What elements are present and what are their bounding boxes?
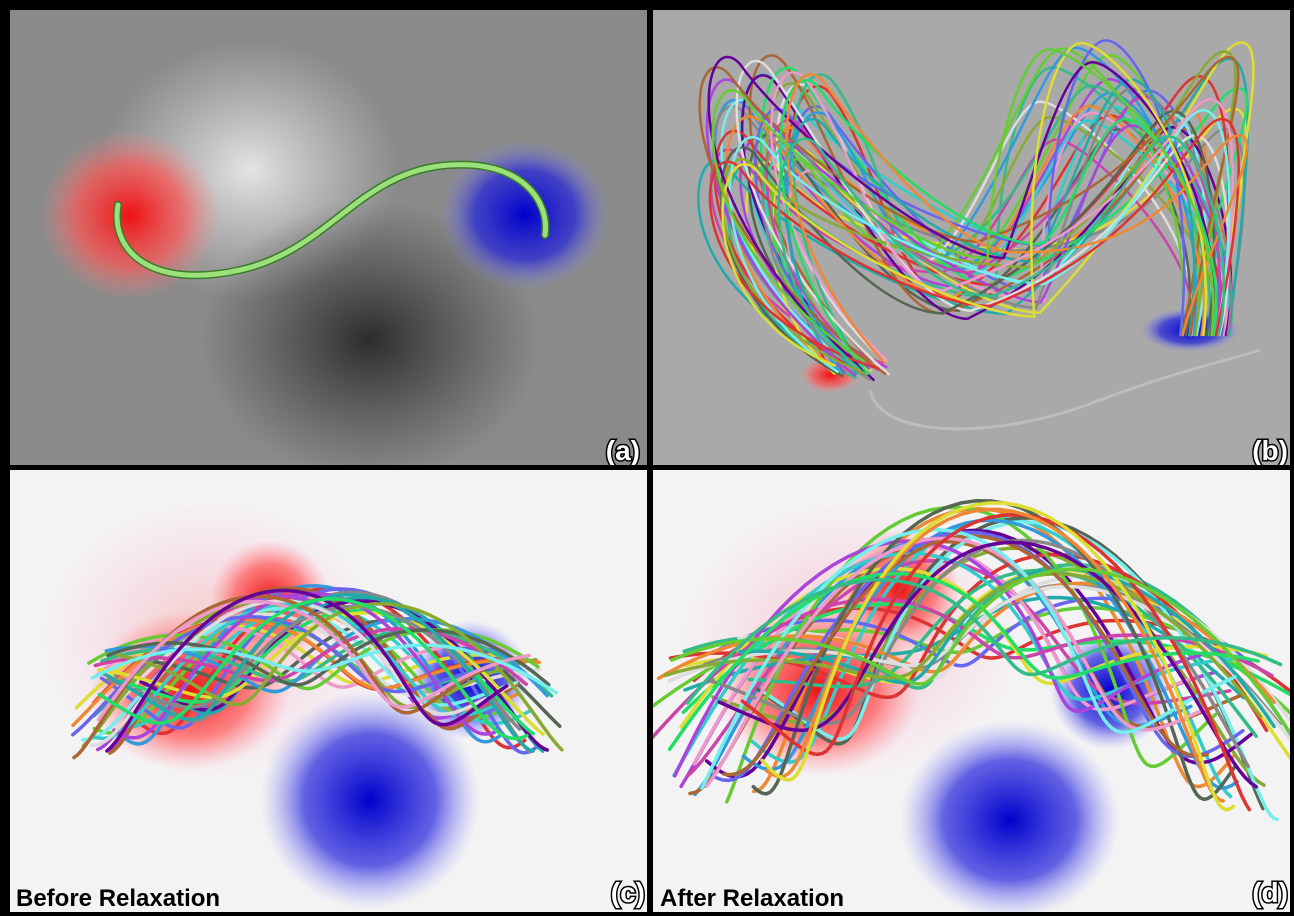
panel-label: (b) <box>1252 435 1288 466</box>
panel-c: (c) Before Relaxation <box>10 470 647 912</box>
figure: (a) (b) (c) Before Relaxation (d) After … <box>0 0 1294 916</box>
panel-d: (d) After Relaxation <box>647 470 1294 916</box>
panel-b: (b) <box>653 10 1290 466</box>
panel-a: (a) <box>10 10 647 480</box>
panel-caption: Before Relaxation <box>16 885 220 912</box>
panel-label: (d) <box>1252 877 1288 908</box>
panel-label: (c) <box>611 877 645 908</box>
panel-caption: After Relaxation <box>660 885 844 912</box>
panel-label: (a) <box>606 435 640 466</box>
